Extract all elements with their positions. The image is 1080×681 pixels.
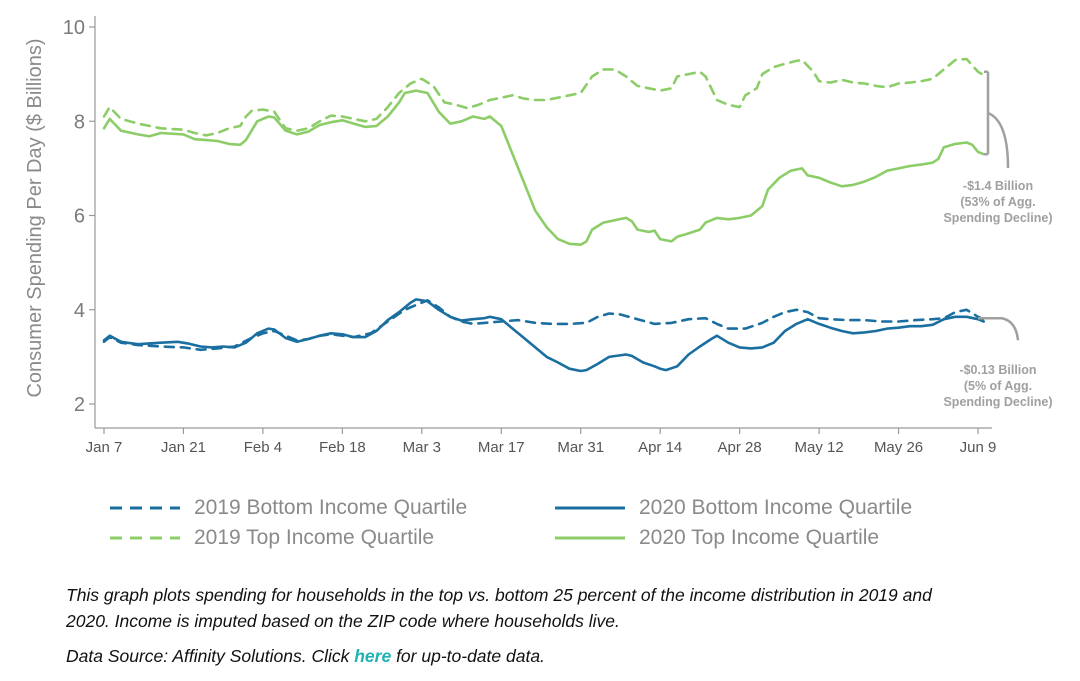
annotation-text: (5% of Agg. (964, 379, 1032, 393)
series-lines (102, 57, 985, 373)
y-tick-label: 4 (74, 300, 85, 322)
legend-item-2020-top: 2020 Top Income Quartile (555, 523, 879, 553)
x-tick-label: Mar 31 (557, 439, 604, 456)
here-link[interactable]: here (354, 646, 392, 666)
chart: 2 4 6 8 10 Jan 7 Jan 21 Feb 4 Feb 18 Mar 3 Mar 17 M… (24, 16, 1053, 456)
y-tick-label: 10 (63, 17, 85, 39)
x-tick-label: Jun 9 (960, 439, 997, 456)
y-tick-label: 6 (74, 206, 85, 228)
legend-label-2020-bottom: 2020 Bottom Income Quartile (639, 496, 913, 519)
y-tick-label: 8 (74, 111, 85, 133)
annotation-bracket-ends (984, 70, 988, 156)
series-line-3 (102, 89, 985, 246)
annotation-text: -$0.13 Billion (959, 363, 1036, 377)
data-source-line: Data Source: Affinity Solutions. Click h… (66, 646, 545, 667)
x-tick-label: May 26 (874, 439, 923, 456)
legend-label-2020-top: 2020 Top Income Quartile (639, 526, 880, 549)
axes: 2 4 6 8 10 Jan 7 Jan 21 Feb 4 Feb 18 Mar 3 Mar 17 M… (24, 16, 996, 456)
figure-caption: This graph plots spending for households… (66, 585, 932, 631)
x-tick-label: Apr 28 (718, 439, 762, 456)
x-tick-label: Feb 18 (319, 439, 366, 456)
legend-swatch-2019-bottom (110, 506, 180, 510)
source-suffix: for up-to-date data. (391, 646, 545, 666)
series-line-2 (102, 57, 985, 137)
annotation-text: (53% of Agg. (960, 195, 1035, 209)
legend-swatch-2020-top (555, 536, 625, 540)
y-axis-title: Consumer Spending Per Day ($ Billions) (24, 38, 46, 397)
source-prefix: Data Source: Affinity Solutions. Click (66, 646, 355, 666)
x-tick-label: Mar 17 (478, 439, 525, 456)
x-tick-label: Feb 4 (244, 439, 282, 456)
x-tick-label: May 12 (794, 439, 843, 456)
legend-swatch-2020-bottom (555, 506, 625, 510)
x-tick-label: Apr 14 (638, 439, 682, 456)
legend-item-2019-bottom: 2019 Bottom Income Quartile (110, 493, 467, 523)
annotations: -$1.4 Billion (53% of Agg. Spending Declin… (943, 70, 1053, 409)
annotation-pointer (987, 111, 1010, 169)
legend-label-2019-top: 2019 Top Income Quartile (194, 526, 435, 549)
annotation-text: -$1.4 Billion (963, 179, 1033, 193)
series-line-0 (102, 299, 985, 352)
x-tick-label: Mar 3 (403, 439, 441, 456)
annotation-text: Spending Decline) (943, 211, 1052, 225)
series-line-1 (102, 298, 985, 373)
legend-label-2019-bottom: 2019 Bottom Income Quartile (194, 496, 468, 519)
annotation-pointer (978, 316, 1020, 341)
y-tick-label: 2 (74, 394, 85, 416)
x-tick-label: Jan 21 (161, 439, 206, 456)
legend: 2019 Bottom Income Quartile 2019 Top Inc… (110, 493, 1010, 553)
annotation-text: Spending Decline) (943, 395, 1052, 409)
legend-item-2020-bottom: 2020 Bottom Income Quartile (555, 493, 912, 523)
legend-item-2019-top: 2019 Top Income Quartile (110, 523, 434, 553)
x-tick-label: Jan 7 (86, 439, 123, 456)
legend-swatch-2019-top (110, 536, 180, 540)
